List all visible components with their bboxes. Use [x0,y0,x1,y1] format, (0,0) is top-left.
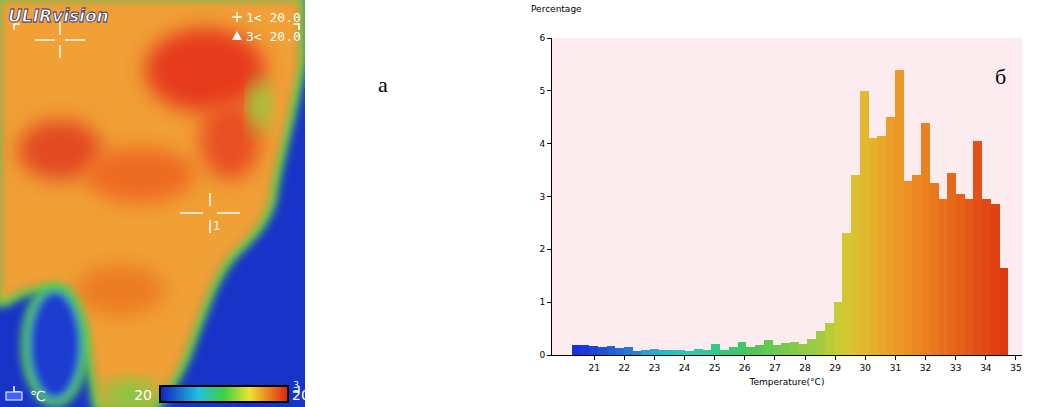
svg-text:28: 28 [799,363,811,373]
svg-text:24: 24 [679,363,691,373]
svg-text:33: 33 [950,363,961,373]
svg-text:3< 20.0: 3< 20.0 [246,29,301,44]
svg-text:3: 3 [293,380,299,390]
svg-text:35: 35 [1010,363,1021,373]
svg-text:1: 1 [213,219,221,233]
svg-text:6: 6 [539,33,545,43]
svg-text:ULIRvision: ULIRvision [8,6,109,26]
svg-text:2: 2 [539,244,545,254]
svg-text:1: 1 [539,297,545,307]
svg-text:Percentage: Percentage [531,4,582,14]
svg-text:22: 22 [619,363,630,373]
svg-text:5: 5 [539,86,545,96]
svg-text:б: б [995,64,1006,89]
svg-text:27: 27 [769,363,780,373]
svg-text:Temperature(°C): Temperature(°C) [749,377,825,387]
svg-text:0: 0 [539,350,545,360]
svg-text:32: 32 [920,363,931,373]
svg-text:25: 25 [709,363,720,373]
svg-text:26: 26 [739,363,751,373]
svg-text:29: 29 [829,363,841,373]
svg-text:20: 20 [134,387,152,403]
html-text:а: а [378,72,388,97]
svg-text:21: 21 [588,363,599,373]
svg-text:1< 20.0: 1< 20.0 [246,10,301,25]
svg-text:23: 23 [649,363,660,373]
svg-text:4: 4 [539,139,545,149]
svg-text:30: 30 [860,363,872,373]
svg-text:31: 31 [890,363,901,373]
svg-text:℃: ℃ [30,388,46,404]
svg-text:34: 34 [980,363,992,373]
svg-text:3: 3 [539,192,545,202]
